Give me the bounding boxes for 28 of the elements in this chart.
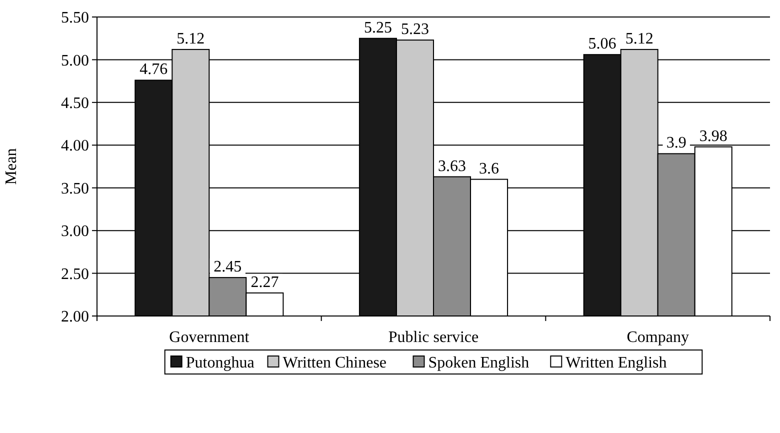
y-tick-label: 2.50 — [61, 266, 89, 283]
y-tick-label: 4.00 — [61, 138, 89, 155]
data-label: 2.27 — [250, 274, 279, 291]
data-label: 3.63 — [438, 158, 466, 175]
x-tick-label: Government — [169, 329, 250, 346]
legend-label: Spoken English — [428, 354, 530, 372]
data-label: 5.12 — [625, 30, 654, 48]
y-tick-label: 2.00 — [61, 308, 89, 326]
y-tick-label: 3.50 — [61, 180, 89, 198]
data-label: 3.6 — [479, 160, 500, 178]
data-label: 4.76 — [140, 61, 168, 78]
x-tick-label: Public service — [388, 329, 479, 346]
data-label: 3.98 — [699, 128, 728, 145]
x-tick-label: Company — [626, 329, 689, 346]
data-label: 5.12 — [176, 30, 205, 48]
y-tick-label: 4.50 — [61, 95, 89, 112]
data-label: 5.25 — [364, 19, 392, 36]
y-tick-label: 5.50 — [61, 10, 89, 27]
legend-label: Written Chinese — [282, 354, 387, 372]
data-label: 3.9 — [666, 134, 686, 152]
y-tick-label: 5.00 — [61, 52, 89, 70]
y-tick-label: 3.00 — [61, 223, 89, 240]
data-label: 5.23 — [400, 21, 429, 38]
data-label: 2.45 — [214, 258, 242, 276]
legend-label: Putonghua — [186, 354, 254, 372]
legend-label: Written English — [566, 354, 667, 372]
y-axis-title: Mean — [3, 148, 20, 185]
data-label: 5.06 — [588, 36, 616, 53]
